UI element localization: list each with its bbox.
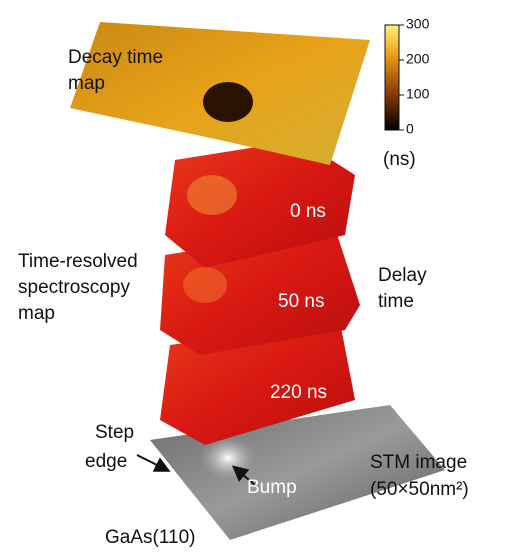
figure: Decay time map (ns) 0 ns 50 ns 220 ns Ti… bbox=[0, 0, 505, 552]
feature bbox=[183, 267, 227, 303]
label: Bump bbox=[247, 477, 297, 498]
delay-label: 220 ns bbox=[270, 382, 327, 403]
label: time bbox=[378, 291, 414, 312]
label: (ns) bbox=[383, 149, 416, 170]
label: STM image bbox=[370, 452, 467, 473]
label: map bbox=[18, 303, 55, 324]
label: edge bbox=[85, 451, 127, 472]
label: (50×50nm²) bbox=[370, 479, 469, 500]
delay-label: 0 ns bbox=[290, 201, 326, 222]
label: map bbox=[68, 73, 105, 94]
dark-spot bbox=[203, 82, 253, 122]
colorbar-tick-label: 100 bbox=[406, 86, 430, 102]
colorbar-tick-label: 0 bbox=[406, 121, 414, 137]
colorbar bbox=[385, 25, 399, 130]
label: Decay time bbox=[68, 47, 163, 68]
label: Delay bbox=[378, 265, 427, 286]
colorbar-tick-label: 200 bbox=[406, 51, 430, 67]
label: Step bbox=[95, 422, 134, 443]
label: GaAs(110) bbox=[105, 527, 195, 548]
colorbar-tick-label: 300 bbox=[406, 16, 430, 32]
label: spectroscopy bbox=[18, 277, 130, 298]
arrow bbox=[137, 455, 167, 470]
feature bbox=[187, 175, 237, 215]
delay-label: 50 ns bbox=[278, 291, 324, 312]
label: Time-resolved bbox=[18, 251, 138, 272]
